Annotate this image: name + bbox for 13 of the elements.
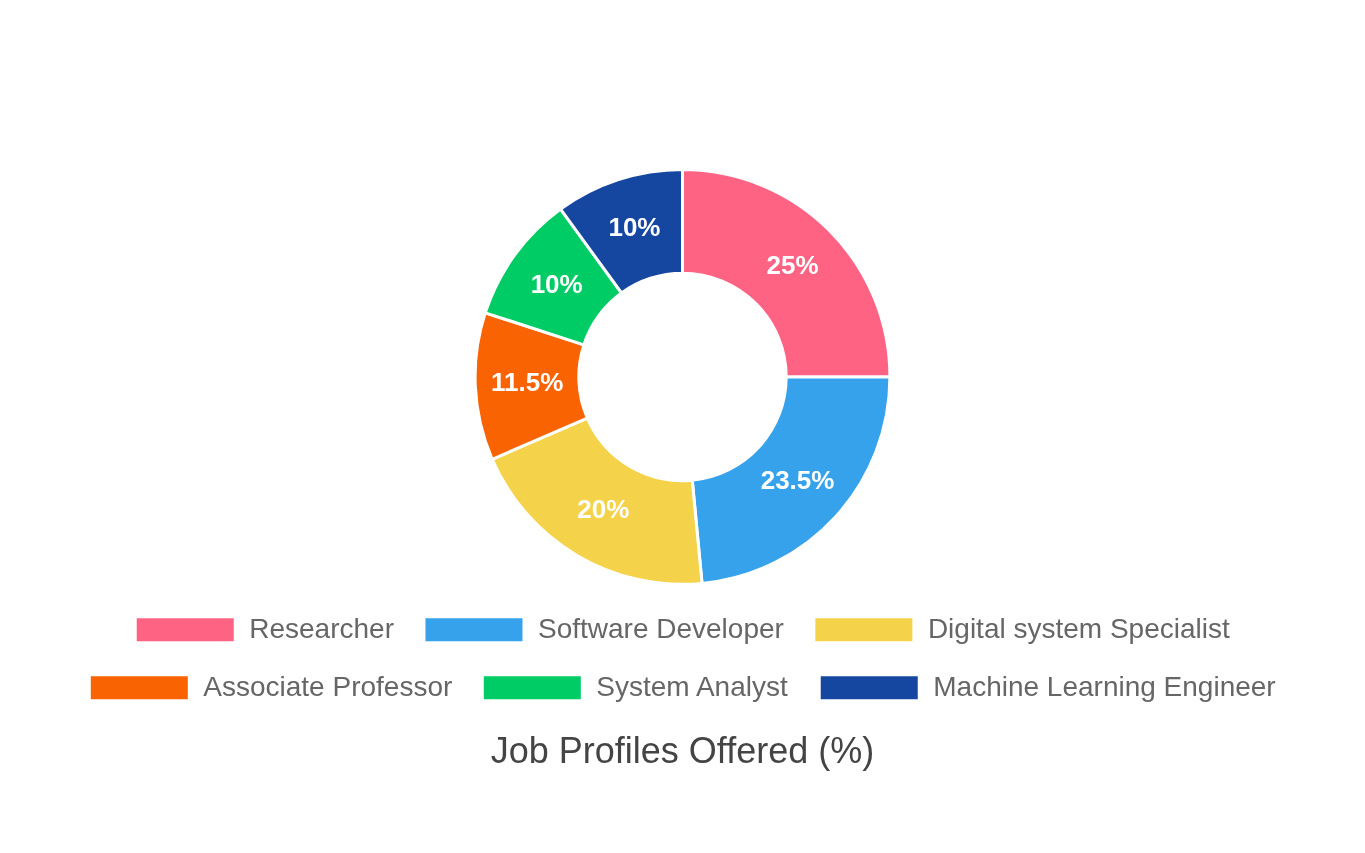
legend-label: Researcher — [249, 612, 394, 644]
data-label: 10% — [530, 268, 583, 299]
legend-label: Associate Professor — [203, 670, 453, 702]
data-label: 23.5% — [760, 464, 835, 495]
data-label: 11.5% — [490, 367, 564, 398]
text: Job Profiles Offered (%) — [490, 730, 875, 772]
data-label: 20% — [577, 493, 630, 524]
legend-label: Software Developer — [537, 612, 784, 644]
legend-label: Digital system Specialist — [927, 612, 1230, 644]
data-label: 25% — [766, 250, 819, 281]
legend-label: Machine Learning Engineer — [933, 670, 1276, 702]
data-label: 10% — [608, 212, 661, 243]
legend-label: System Analyst — [596, 670, 788, 702]
